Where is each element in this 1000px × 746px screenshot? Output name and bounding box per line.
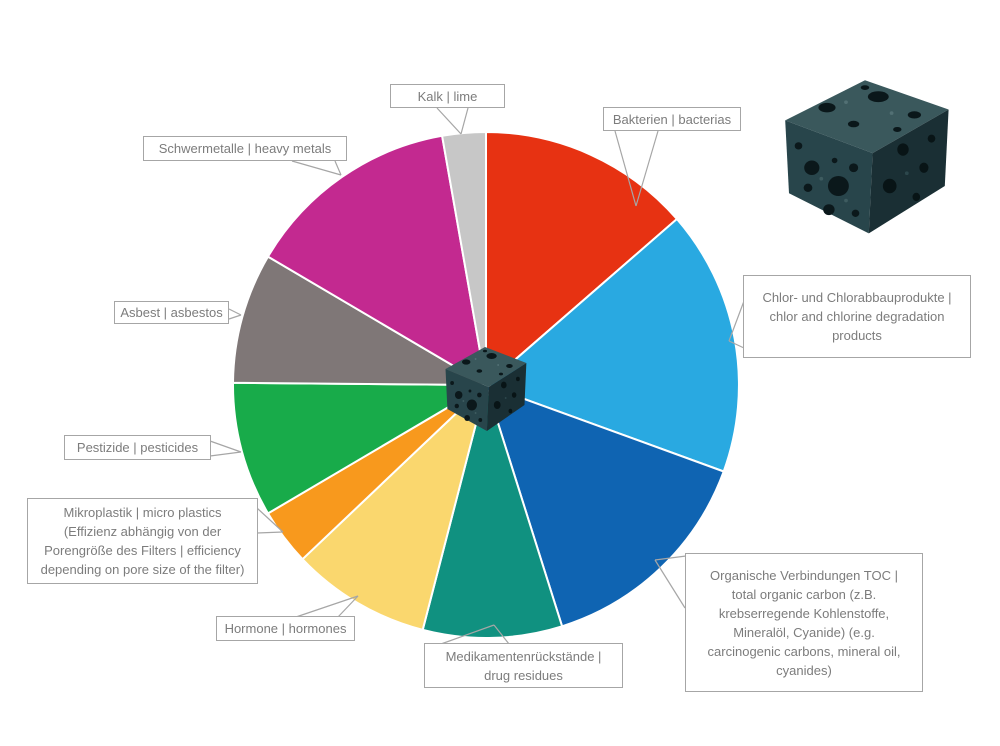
slice-label-line: Asbest | asbestos bbox=[120, 305, 223, 320]
pie-slice-organische-verbindungen bbox=[485, 384, 725, 628]
slice-label-line: Mineralöl, Cyanide) (e.g. bbox=[733, 624, 875, 640]
leader-line-bakterien bbox=[614, 130, 637, 207]
pie-slice-asbest bbox=[232, 255, 487, 386]
activated-carbon-block-center-image bbox=[445, 347, 527, 431]
leader-line-chlor bbox=[728, 340, 745, 349]
slice-label-line: Organische Verbindungen TOC | bbox=[710, 567, 898, 583]
leader-line-medikamentenrueckstaende bbox=[493, 624, 510, 645]
slice-label-line: (Effizienz abhängig von der bbox=[63, 524, 222, 539]
slice-label-hormone: Hormone | hormones bbox=[216, 616, 355, 641]
pie-slice-hormone bbox=[301, 384, 487, 631]
leader-line-kalk bbox=[436, 107, 462, 135]
leader-line-asbest bbox=[228, 314, 242, 320]
leader-line-pestizide bbox=[209, 440, 242, 453]
slice-label-line: Porengröße des Filters | efficiency bbox=[44, 543, 241, 558]
slice-label-line: Schwermetalle | heavy metals bbox=[158, 141, 332, 156]
slice-label-medikamentenrueckstaende: Medikamentenrückstände | drug residues bbox=[424, 643, 623, 688]
leader-line-organische-verbindungen bbox=[654, 559, 686, 609]
slice-label-line: carcinogenic carbons, mineral oil, bbox=[707, 643, 901, 659]
leader-line-pestizide bbox=[209, 451, 242, 457]
slice-label-line: Kalk | lime bbox=[417, 88, 478, 104]
leader-line-kalk bbox=[460, 107, 469, 135]
pie-slice-chlor bbox=[485, 218, 740, 473]
slice-label-organische-verbindungen: Organische Verbindungen TOC | total organ… bbox=[685, 553, 923, 692]
slice-label-line: Hormone | hormones bbox=[224, 621, 347, 636]
slice-label-line: Medikamentenrückstände | bbox=[445, 648, 602, 664]
slice-label-bakterien: Bakterien | bacterias bbox=[603, 107, 741, 131]
slice-label-line: Pestizide | pesticides bbox=[76, 440, 199, 455]
leader-line-bakterien bbox=[635, 130, 659, 207]
leader-line-hormone bbox=[295, 595, 359, 618]
pie-slice-kalk bbox=[441, 130, 487, 386]
leader-line-medikamentenrueckstaende bbox=[440, 624, 495, 645]
slice-label-pestizide: Pestizide | pesticides bbox=[64, 435, 211, 460]
slice-label-schwermetalle: Schwermetalle | heavy metals bbox=[143, 136, 347, 161]
pie-slice-medikamentenrueckstaende bbox=[421, 384, 564, 639]
leader-line-asbest bbox=[228, 308, 242, 316]
slice-label-line: Mikroplastik | micro plastics bbox=[63, 505, 222, 520]
slice-label-chlor: Chlor- und Chlorabbauprodukte | chlor and… bbox=[743, 275, 971, 358]
leader-line-schwermetalle bbox=[291, 160, 342, 176]
slice-label-line: Chlor- und Chlorabbauprodukte | bbox=[762, 290, 952, 305]
leader-line-schwermetalle bbox=[334, 160, 342, 176]
pie-slice-pestizide bbox=[231, 381, 487, 515]
leader-line-hormone bbox=[337, 595, 359, 618]
pie-slice-schwermetalle bbox=[267, 134, 487, 386]
slice-label-line: Bakterien | bacterias bbox=[612, 111, 732, 127]
slice-label-line: cyanides) bbox=[776, 662, 832, 678]
slice-label-kalk: Kalk | lime bbox=[390, 84, 505, 108]
slice-label-line: products bbox=[832, 328, 882, 343]
leader-line-mikroplastik bbox=[256, 507, 284, 533]
slice-label-mikroplastik: Mikroplastik | micro plastics (Effizienz … bbox=[27, 498, 258, 584]
slice-label-line: chlor and chlorine degradation bbox=[769, 309, 945, 324]
leader-line-chlor bbox=[728, 300, 745, 342]
slice-label-line: depending on pore size of the filter) bbox=[40, 562, 245, 577]
slice-label-asbest: Asbest | asbestos bbox=[114, 301, 229, 324]
slice-label-line: drug residues bbox=[484, 667, 563, 683]
slice-label-line: krebserregende Kohlenstoffe, bbox=[718, 605, 890, 621]
activated-carbon-block-image bbox=[785, 80, 949, 234]
pie-slice-bakterien bbox=[485, 131, 678, 386]
leader-line-mikroplastik bbox=[256, 531, 284, 534]
leader-line-organische-verbindungen bbox=[654, 555, 687, 561]
slice-label-line: total organic carbon (z.B. bbox=[731, 586, 877, 602]
